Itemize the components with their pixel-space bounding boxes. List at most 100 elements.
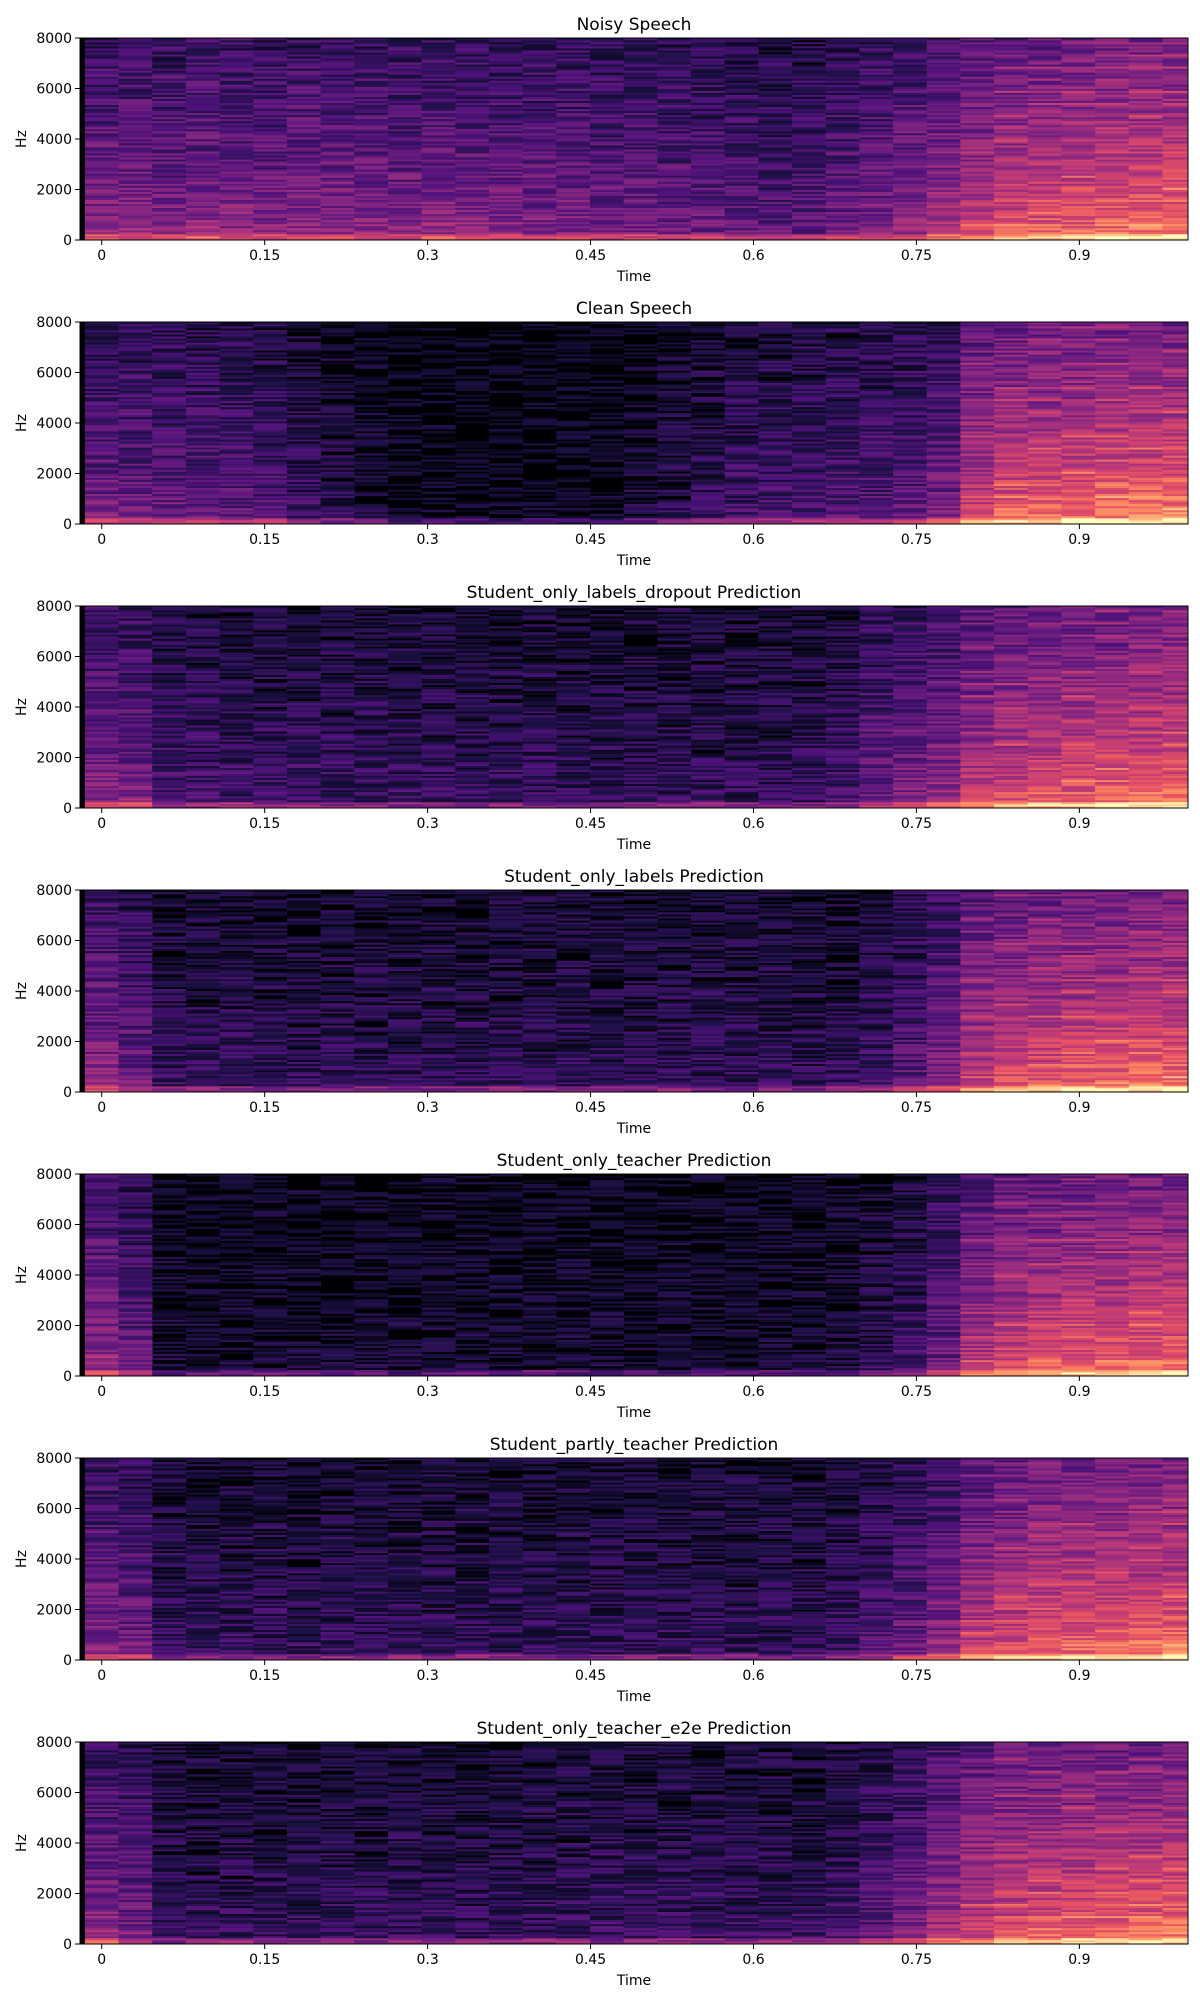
- spectrogram-cell: [185, 229, 220, 233]
- spectrogram-cell: [758, 229, 793, 233]
- spectrogram-cell: [219, 376, 254, 379]
- spectrogram-cell: [657, 451, 692, 454]
- spectrogram-cell: [691, 465, 726, 468]
- spectrogram-cell: [960, 237, 995, 240]
- spectrogram-cell: [84, 94, 119, 97]
- spectrogram-cell: [792, 48, 827, 51]
- spectrogram-cell: [792, 161, 827, 164]
- spectrogram-cell: [219, 475, 254, 478]
- spectrogram-cell: [1128, 68, 1163, 71]
- spectrogram-cell: [1027, 102, 1062, 106]
- spectrogram-cell: [590, 50, 625, 53]
- spectrogram-cell: [253, 455, 288, 458]
- spectrogram-cell: [724, 437, 759, 440]
- spectrogram-cell: [488, 187, 524, 190]
- spectrogram-cell: [758, 400, 793, 404]
- spectrogram-cell: [1162, 108, 1188, 112]
- spectrogram-cell: [118, 134, 153, 138]
- spectrogram-cell: [1128, 163, 1163, 166]
- spectrogram-cell: [152, 322, 187, 325]
- spectrogram-cell: [253, 116, 288, 120]
- spectrogram-cell: [354, 145, 389, 148]
- spectrogram-cell: [926, 100, 961, 103]
- spectrogram-cell: [118, 126, 153, 130]
- spectrogram-cell: [219, 501, 254, 505]
- spectrogram-cell: [691, 489, 726, 493]
- spectrogram-cell: [455, 203, 490, 207]
- spectrogram-cell: [1095, 66, 1130, 69]
- spectrogram-cell: [219, 90, 254, 93]
- spectrogram-cell: [84, 388, 119, 392]
- spectrogram-cell: [1061, 217, 1096, 221]
- spectrogram-cell: [387, 521, 423, 524]
- spectrogram-cell: [825, 38, 860, 41]
- spectrogram-cell: [825, 521, 860, 524]
- spectrogram-cell: [657, 175, 692, 178]
- spectrogram-cell: [522, 191, 557, 194]
- spectrogram-cell: [1128, 179, 1163, 182]
- spectrogram-cell: [354, 122, 389, 126]
- spectrogram-cell: [926, 219, 961, 223]
- spectrogram-cell: [1061, 114, 1096, 118]
- spectrogram-cell: [691, 463, 726, 466]
- spectrogram-cell: [320, 332, 355, 335]
- spectrogram-cell: [556, 521, 591, 524]
- spectrogram-cell: [1061, 68, 1096, 71]
- spectrogram-cell: [724, 179, 759, 182]
- spectrogram-cell: [1095, 122, 1130, 126]
- spectrogram-cell: [657, 431, 692, 434]
- spectrogram-cell: [387, 122, 423, 126]
- spectrogram-cell: [590, 80, 625, 83]
- spectrogram-cell: [1162, 191, 1188, 194]
- spectrogram-cell: [488, 231, 524, 235]
- spectrogram-cell: [926, 136, 961, 140]
- spectrogram-cell: [387, 469, 423, 472]
- spectrogram-cell: [792, 330, 827, 333]
- spectrogram-cell: [792, 445, 827, 448]
- spectrogram-cell: [1162, 82, 1188, 85]
- spectrogram-cell: [152, 513, 187, 517]
- spectrogram-cell: [1061, 193, 1096, 196]
- spectrogram-cell: [859, 237, 894, 240]
- spectrogram-cell: [825, 225, 860, 229]
- spectrogram-cell: [926, 112, 961, 116]
- spectrogram-cell: [152, 410, 187, 414]
- spectrogram-cell: [960, 159, 995, 162]
- spectrogram-cell: [354, 110, 389, 114]
- spectrogram-cell: [354, 511, 389, 515]
- spectrogram-cell: [219, 352, 254, 355]
- spectrogram-cell: [455, 195, 490, 198]
- spectrogram-cell: [1061, 181, 1096, 184]
- spectrogram-cell: [1128, 132, 1163, 136]
- spectrogram-cell: [556, 451, 591, 454]
- spectrogram-cell: [286, 183, 322, 186]
- spectrogram-cell: [421, 491, 456, 495]
- spectrogram-cell: [387, 92, 423, 95]
- spectrogram-cell: [152, 485, 187, 488]
- spectrogram-cell: [522, 485, 557, 488]
- x-tick-label: 0: [97, 248, 106, 264]
- spectrogram-cell: [994, 76, 1029, 79]
- spectrogram-cell: [1128, 54, 1163, 57]
- spectrogram-cell: [219, 459, 254, 462]
- spectrogram-cell: [994, 197, 1029, 200]
- spectrogram-cell: [286, 90, 322, 93]
- spectrogram-cell: [893, 108, 928, 112]
- spectrogram-cell: [758, 336, 793, 339]
- spectrogram-cell: [758, 406, 793, 410]
- spectrogram-cell: [286, 179, 322, 182]
- spectrogram-cell: [960, 118, 995, 122]
- spectrogram-cell: [354, 50, 389, 53]
- spectrogram-cell: [893, 183, 928, 186]
- spectrogram-cell: [522, 82, 557, 85]
- spectrogram-cell: [994, 183, 1029, 186]
- spectrogram-cell: [320, 394, 355, 398]
- spectrogram-cell: [185, 423, 220, 426]
- spectrogram-cell: [320, 183, 355, 186]
- spectrogram-cell: [994, 58, 1029, 61]
- spectrogram-cell: [152, 215, 187, 219]
- spectrogram-cell: [623, 78, 658, 81]
- spectrogram-cell: [960, 88, 995, 91]
- spectrogram-cell: [691, 449, 726, 452]
- spectrogram-cell: [623, 56, 658, 59]
